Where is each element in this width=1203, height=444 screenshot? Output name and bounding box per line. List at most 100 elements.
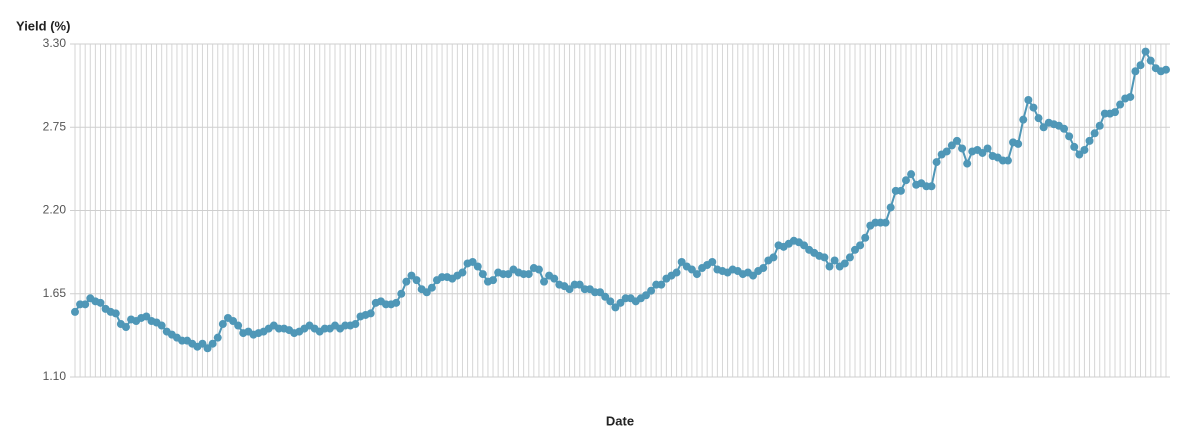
point (412, 276, 421, 285)
point (901, 176, 910, 185)
point (769, 253, 778, 262)
point (749, 271, 758, 280)
point (1131, 67, 1140, 76)
point (932, 158, 941, 167)
point (402, 277, 411, 286)
point (458, 268, 467, 277)
point (657, 280, 666, 289)
point (81, 300, 90, 309)
point (687, 265, 696, 274)
point (672, 268, 681, 277)
point (575, 280, 584, 289)
point (142, 312, 151, 321)
point (550, 274, 559, 283)
point (121, 323, 130, 332)
point (830, 256, 839, 265)
point (1090, 129, 1099, 138)
point (820, 253, 829, 262)
point (851, 245, 860, 254)
point (157, 321, 166, 330)
point (616, 298, 625, 307)
point (111, 309, 120, 318)
point (1003, 156, 1012, 165)
point (504, 270, 513, 279)
point (896, 186, 905, 195)
point (1075, 150, 1084, 159)
point (213, 333, 222, 342)
y-axis-title: Yield (%) (16, 18, 70, 33)
point (1126, 92, 1135, 101)
point (407, 271, 416, 280)
point (881, 218, 890, 227)
point (468, 257, 477, 266)
point (1070, 142, 1079, 151)
point (886, 203, 895, 212)
point (1014, 139, 1023, 148)
y-tick-label: 1.10 (43, 369, 67, 383)
point (677, 257, 686, 266)
point (1039, 123, 1048, 132)
point (1034, 114, 1043, 123)
point (1065, 132, 1074, 141)
point (983, 144, 992, 153)
point (229, 316, 238, 325)
point (845, 253, 854, 262)
point (611, 303, 620, 312)
point (861, 233, 870, 242)
point (927, 182, 936, 191)
point (978, 148, 987, 157)
point (1095, 121, 1104, 130)
point (1162, 65, 1170, 74)
y-tick-label: 3.30 (43, 36, 67, 50)
y-tick-label: 2.20 (43, 203, 67, 217)
y-tick-label: 1.65 (43, 286, 67, 300)
point (601, 292, 610, 301)
point (692, 270, 701, 279)
point (963, 159, 972, 168)
point (947, 141, 956, 150)
point (473, 262, 482, 271)
point (1141, 47, 1150, 56)
point (1060, 124, 1069, 133)
point (1085, 136, 1094, 145)
point (478, 270, 487, 279)
point (856, 241, 865, 250)
point (1024, 96, 1033, 105)
point (534, 265, 543, 274)
point (958, 144, 967, 153)
point (203, 344, 212, 353)
point (606, 297, 615, 306)
point (422, 288, 431, 297)
point (524, 270, 533, 279)
point (596, 288, 605, 297)
y-tick-label: 2.75 (43, 119, 67, 133)
point (708, 257, 717, 266)
point (641, 291, 650, 300)
point (1146, 56, 1155, 65)
point (942, 147, 951, 156)
point (1080, 145, 1089, 154)
point (1019, 115, 1028, 124)
point (392, 298, 401, 307)
point (952, 136, 961, 145)
point (71, 307, 79, 316)
point (565, 285, 574, 294)
point (1029, 103, 1038, 112)
point (647, 286, 656, 295)
point (366, 309, 375, 318)
x-axis-title: Date (606, 413, 634, 428)
point (1111, 108, 1120, 117)
point (198, 339, 207, 348)
point (540, 277, 549, 286)
point (351, 320, 360, 329)
point (1116, 100, 1125, 109)
point (218, 320, 227, 329)
point (234, 321, 243, 330)
point (96, 298, 105, 307)
point (397, 289, 406, 298)
point (840, 259, 849, 268)
point (427, 283, 436, 292)
point (208, 339, 217, 348)
point (907, 170, 916, 179)
